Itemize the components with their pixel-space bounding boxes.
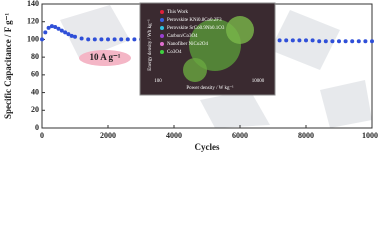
data-point (132, 37, 137, 42)
data-point (86, 37, 91, 42)
data-point (277, 38, 282, 43)
y-tick-label: 100 (27, 34, 39, 43)
data-point (337, 39, 341, 44)
inset-legend-marker (160, 34, 164, 38)
data-point (304, 38, 308, 43)
inset-legend-label: Carbon/Co3O4 (167, 34, 198, 39)
data-point (317, 39, 322, 44)
y-tick-label: 20 (31, 105, 39, 114)
y-axis-label: Specific Capacitance / F g⁻¹ (3, 13, 13, 119)
inset-legend-label: Perovskite SrCo0.9Nb0.1O3 (167, 26, 225, 31)
data-point (46, 25, 51, 30)
data-point (40, 37, 44, 42)
annotation-bubble (79, 50, 131, 66)
data-point (73, 34, 77, 39)
x-tick-label: 8000 (298, 131, 314, 140)
data-point (363, 39, 368, 44)
data-point (63, 30, 68, 35)
inset: Energy density / Wh kg⁻¹ Power density /… (139, 2, 276, 96)
y-tick-label: 0 (35, 123, 39, 132)
inset-x-tick: 100 (154, 79, 162, 84)
y-tick-label: 80 (31, 52, 39, 61)
data-point (119, 37, 124, 42)
inset-x-tick: 10000 (252, 79, 265, 84)
annotation: 10 A g⁻¹ (90, 52, 121, 62)
data-point (56, 26, 61, 31)
data-point (323, 39, 328, 44)
inset-legend-label: This Work (167, 10, 189, 15)
inset-legend-label: Co3O4 (167, 50, 182, 55)
inset-legend-label: Nanofiber NiCo2O4 (167, 42, 208, 47)
x-axis-label: Cycles (195, 142, 220, 152)
data-point (66, 32, 71, 37)
data-point (370, 39, 374, 44)
chart: 10 A g⁻¹ Specific Capacitance / F g⁻¹ Cy… (3, 0, 378, 152)
data-point (43, 30, 48, 35)
data-point (290, 38, 295, 43)
x-tick-label: 0 (40, 131, 44, 140)
data-point (330, 39, 335, 44)
inset-legend-marker (160, 18, 164, 22)
inset-x-label: Power density / W kg⁻¹ (186, 85, 234, 91)
inset-sphere (183, 58, 207, 82)
inset-legend-label: Perovskite KNi0.8Co0.2F3 (167, 18, 222, 23)
data-point (53, 25, 58, 30)
y-tick-label: 40 (31, 87, 39, 96)
inset-y-label: Energy density / Wh kg⁻¹ (147, 19, 153, 71)
inset-sphere (226, 16, 254, 44)
inset-legend-marker (160, 10, 164, 14)
data-point (69, 33, 74, 38)
x-tick-label: 6000 (232, 131, 248, 140)
data-point (106, 37, 110, 42)
data-point (284, 38, 289, 43)
data-point (310, 38, 315, 43)
data-point (99, 37, 104, 42)
y-tick-label: 140 (27, 0, 39, 8)
data-point (92, 37, 97, 42)
data-point (112, 37, 117, 42)
y-tick-label: 120 (27, 17, 39, 26)
x-tick-label: 4000 (166, 131, 182, 140)
data-point (343, 39, 348, 44)
x-tick-label: 2000 (100, 131, 116, 140)
inset-legend-marker (160, 50, 164, 54)
y-tick-label: 60 (31, 70, 39, 79)
data-point (125, 37, 130, 42)
data-point (297, 38, 302, 43)
inset-legend-marker (160, 26, 164, 30)
data-point (356, 39, 361, 44)
data-point (350, 39, 355, 44)
inset-legend-marker (160, 42, 164, 46)
data-point (59, 28, 64, 33)
data-point (79, 36, 84, 41)
data-point (49, 24, 54, 29)
x-tick-label: 10000 (362, 131, 378, 140)
background-shapes (60, 5, 372, 128)
